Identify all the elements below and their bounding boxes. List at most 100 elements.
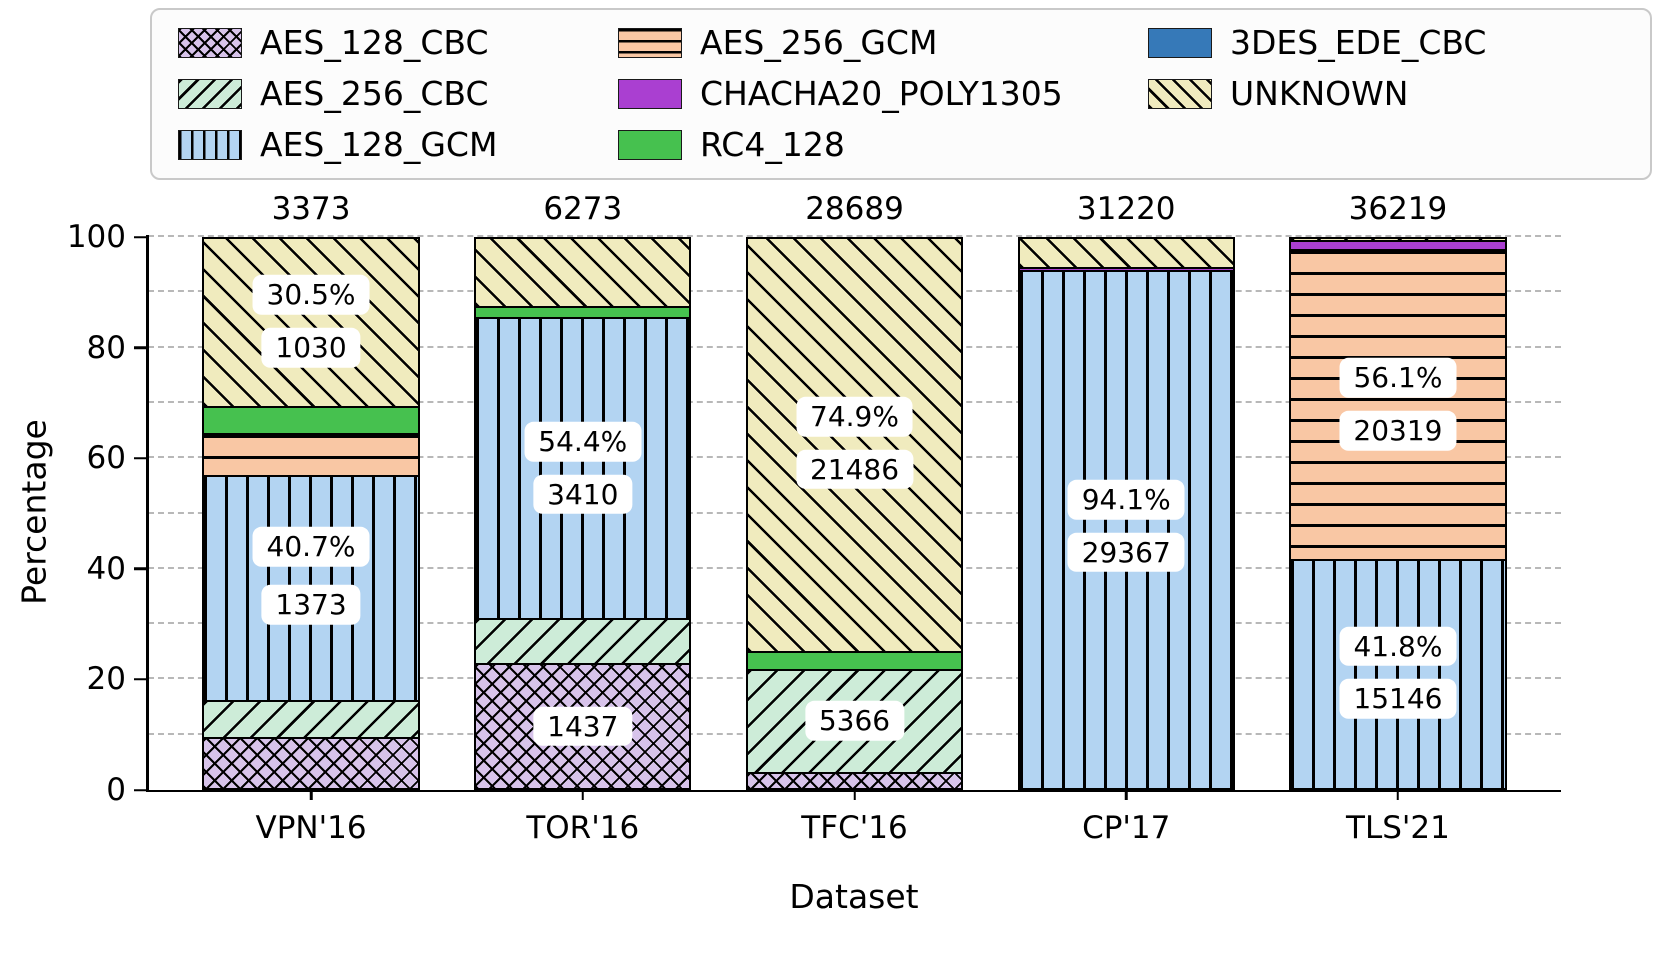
legend-swatch-icon: [618, 28, 682, 59]
x-tick-label: TLS'21: [1346, 810, 1450, 846]
legend-swatch-icon: [178, 129, 242, 160]
bar-annotation: 3410: [533, 474, 633, 514]
bar-segment-AES_128_GCM: [474, 317, 692, 619]
legend-swatch-icon: [618, 129, 682, 160]
bar-segment-AES_256_CBC: [202, 700, 420, 738]
y-tick-mark: [134, 456, 146, 460]
bar-annotation: 20319: [1339, 410, 1457, 451]
bar-segment-UNKNOWN: [474, 237, 692, 307]
y-tick-mark: [134, 678, 146, 681]
gridline: [148, 235, 1561, 237]
bar-CP'17: [1017, 237, 1235, 790]
legend-item-AES_128_GCM: AES_128_GCM: [178, 124, 618, 164]
legend: AES_128_CBC AES_256_CBC AES_128_GCM AES_256…: [150, 8, 1652, 180]
bar-annotation: 30.5%: [252, 275, 370, 315]
bar-segment-AES_128_CBC: [745, 772, 964, 790]
y-tick-label: 60: [86, 440, 126, 477]
bar-segment-RC4_128: [202, 405, 420, 433]
bar-annotation: 74.9%: [796, 396, 913, 437]
legend-label: AES_256_CBC: [260, 73, 489, 113]
bar-VPN'16: [202, 237, 420, 790]
legend-swatch-icon: [178, 28, 242, 59]
bar-segment-AES_128_CBC: [474, 663, 692, 790]
bar-TLS'21: [1289, 237, 1507, 790]
legend-label: AES_256_GCM: [700, 23, 938, 63]
y-axis-title: Percentage: [14, 419, 54, 605]
legend-swatch-icon: [178, 78, 242, 109]
bar-segment-AES_256_GCM: [202, 432, 420, 476]
plot-area: 0 20 40 60 80 100 3373 VPN'16 6273 TOR'16 28689 TFC…: [67, 191, 1561, 846]
legend-swatch-icon: [1148, 78, 1212, 109]
legend-swatch-icon: [1148, 28, 1212, 59]
bar-annotation: 41.8%: [1339, 626, 1457, 667]
bar-segment-UNKNOWN: [1017, 237, 1235, 268]
legend-item-AES_256_CBC: AES_256_CBC: [178, 73, 618, 113]
bar-annotation: 54.4%: [524, 421, 642, 462]
legend-label: CHACHA20_POLY1305: [700, 73, 1063, 113]
y-tick-label: 100: [66, 219, 126, 255]
bar-annotation: 21486: [795, 449, 914, 490]
legend-label: AES_128_CBC: [260, 23, 489, 63]
y-tick-mark: [134, 567, 146, 571]
bar-segment-AES_128_GCM: [1017, 269, 1235, 790]
legend-label: RC4_128: [700, 124, 845, 164]
bar-segment-CHACHA20_POLY1305: [1289, 239, 1507, 249]
x-axis-line: [146, 789, 1561, 792]
x-tick-mark: [309, 790, 313, 800]
bar-segment-UNKNOWN: [1289, 237, 1507, 240]
y-tick-label: 40: [86, 550, 126, 587]
bar-segment-AES_256_GCM: [1289, 248, 1507, 559]
x-tick-mark: [853, 790, 856, 800]
x-tick-mark: [1396, 790, 1400, 800]
x-tick-mark: [581, 790, 585, 800]
legend-label: UNKNOWN: [1230, 73, 1409, 113]
bar-annotation: 40.7%: [252, 526, 370, 567]
bar-total-label: 36219: [1348, 191, 1448, 227]
bar-segment-AES_128_GCM: [1289, 558, 1507, 790]
bar-annotation: 1437: [533, 706, 633, 747]
bar-segment-RC4_128: [745, 651, 964, 669]
x-axis-title: Dataset: [789, 877, 919, 916]
bar-total-label: 3373: [271, 191, 351, 227]
x-tick-mark: [1124, 790, 1128, 800]
bar-TOR'16: [474, 237, 692, 790]
bar-annotation: 94.1%: [1067, 479, 1185, 520]
bar-segment-UNKNOWN: [202, 237, 420, 406]
y-tick-mark: [134, 788, 146, 792]
legend-label: 3DES_EDE_CBC: [1230, 23, 1487, 63]
legend-item-UNKNOWN: UNKNOWN: [1148, 73, 1640, 113]
legend-item-3DES_EDE_CBC: 3DES_EDE_CBC: [1148, 23, 1640, 63]
y-axis-line: [146, 235, 149, 792]
bar-segment-CHACHA20_POLY1305: [1017, 267, 1235, 270]
legend-item-RC4_128: RC4_128: [618, 124, 1148, 164]
bar-annotation: 15146: [1339, 678, 1457, 719]
bar-total-label: 6273: [543, 191, 623, 227]
bar-annotation: 1030: [261, 327, 361, 368]
legend-item-AES_128_CBC: AES_128_CBC: [178, 23, 618, 63]
bar-total-label: 28689: [805, 191, 904, 227]
x-tick-label: TOR'16: [526, 810, 640, 846]
bar-segment-AES_128_CBC: [202, 737, 420, 790]
bar-segment-AES_128_GCM: [202, 475, 420, 701]
bar-segment-AES_256_CBC: [474, 618, 692, 664]
bar-annotation: 5366: [804, 701, 905, 741]
legend-item-AES_256_GCM: AES_256_GCM: [618, 23, 1148, 63]
bar-segment-RC4_128: [474, 306, 692, 318]
y-tick-mark: [134, 346, 146, 349]
y-tick-label: 80: [86, 329, 126, 366]
y-tick-label: 0: [106, 772, 126, 808]
x-tick-label: CP'17: [1082, 810, 1171, 846]
legend-item-CHACHA20_POLY1305: CHACHA20_POLY1305: [618, 73, 1148, 113]
x-tick-label: TFC'16: [801, 810, 908, 846]
bar-annotation: 56.1%: [1339, 358, 1457, 398]
y-tick-mark: [134, 235, 146, 239]
legend-label: AES_128_GCM: [260, 124, 498, 164]
bar-annotation: 1373: [261, 584, 361, 625]
legend-swatch-icon: [618, 78, 682, 109]
x-tick-label: VPN'16: [255, 810, 367, 846]
bar-total-label: 31220: [1076, 191, 1176, 227]
bar-annotation: 29367: [1067, 532, 1185, 573]
bar-segment-UNKNOWN: [745, 237, 964, 652]
y-tick-label: 20: [86, 661, 126, 698]
